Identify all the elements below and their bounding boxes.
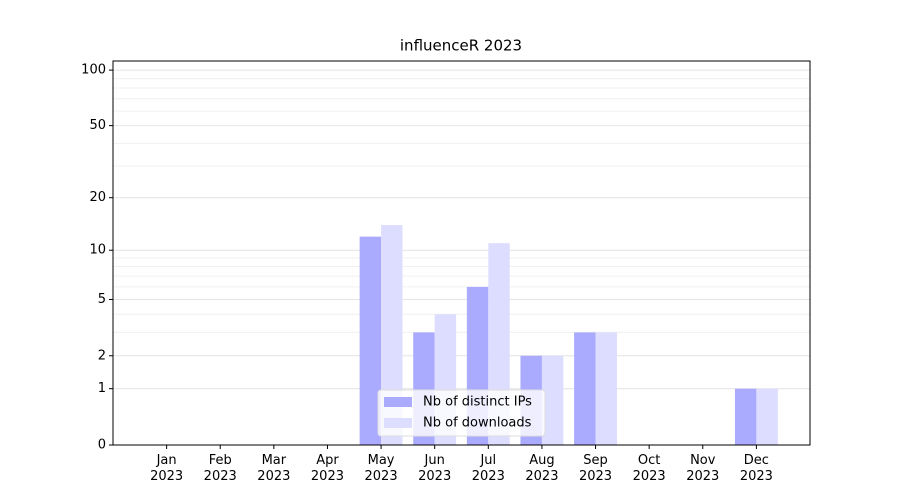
y-tick-label: 50: [89, 118, 106, 133]
y-tick-label: 5: [98, 292, 106, 307]
bar: [756, 388, 778, 445]
x-tick-label: Oct 2023: [632, 453, 666, 484]
x-tick-label: Feb 2023: [203, 453, 237, 484]
x-tick-label: Mar 2023: [257, 453, 291, 484]
x-tick-label: Jan 2023: [150, 453, 184, 484]
y-tick-label: 100: [81, 63, 106, 78]
legend-swatch: [384, 397, 412, 407]
x-tick-label: Sep 2023: [578, 453, 613, 484]
x-tick-label: May 2023: [364, 453, 398, 484]
legend: Nb of distinct IPs Nb of downloads: [377, 389, 546, 437]
bar: [541, 355, 564, 445]
y-tick-label: 0: [98, 438, 106, 453]
bar: [734, 388, 757, 445]
x-tick-label: Nov 2023: [686, 453, 720, 484]
legend-frame: [377, 389, 546, 437]
x-tick-label: Apr 2023: [310, 453, 344, 484]
legend-label: Nb of downloads: [423, 416, 532, 431]
legend-swatch: [384, 418, 412, 428]
y-tick-label: 20: [89, 190, 106, 205]
y-tick-label: 2: [98, 348, 106, 363]
x-tick-label: Jul 2023: [471, 453, 505, 484]
y-tick-label: 10: [89, 243, 106, 258]
x-tick-label: Aug 2023: [525, 453, 559, 484]
legend-label: Nb of distinct IPs: [423, 395, 532, 410]
plot-frame: [112, 60, 811, 446]
x-tick-label: Jun 2023: [418, 453, 452, 484]
bar: [574, 332, 596, 445]
bar: [595, 332, 617, 445]
y-tick-label: 1: [98, 381, 106, 396]
bar: [359, 236, 382, 445]
x-tick-label: Dec 2023: [739, 453, 773, 484]
chart-title: influenceR 2023: [400, 37, 522, 55]
